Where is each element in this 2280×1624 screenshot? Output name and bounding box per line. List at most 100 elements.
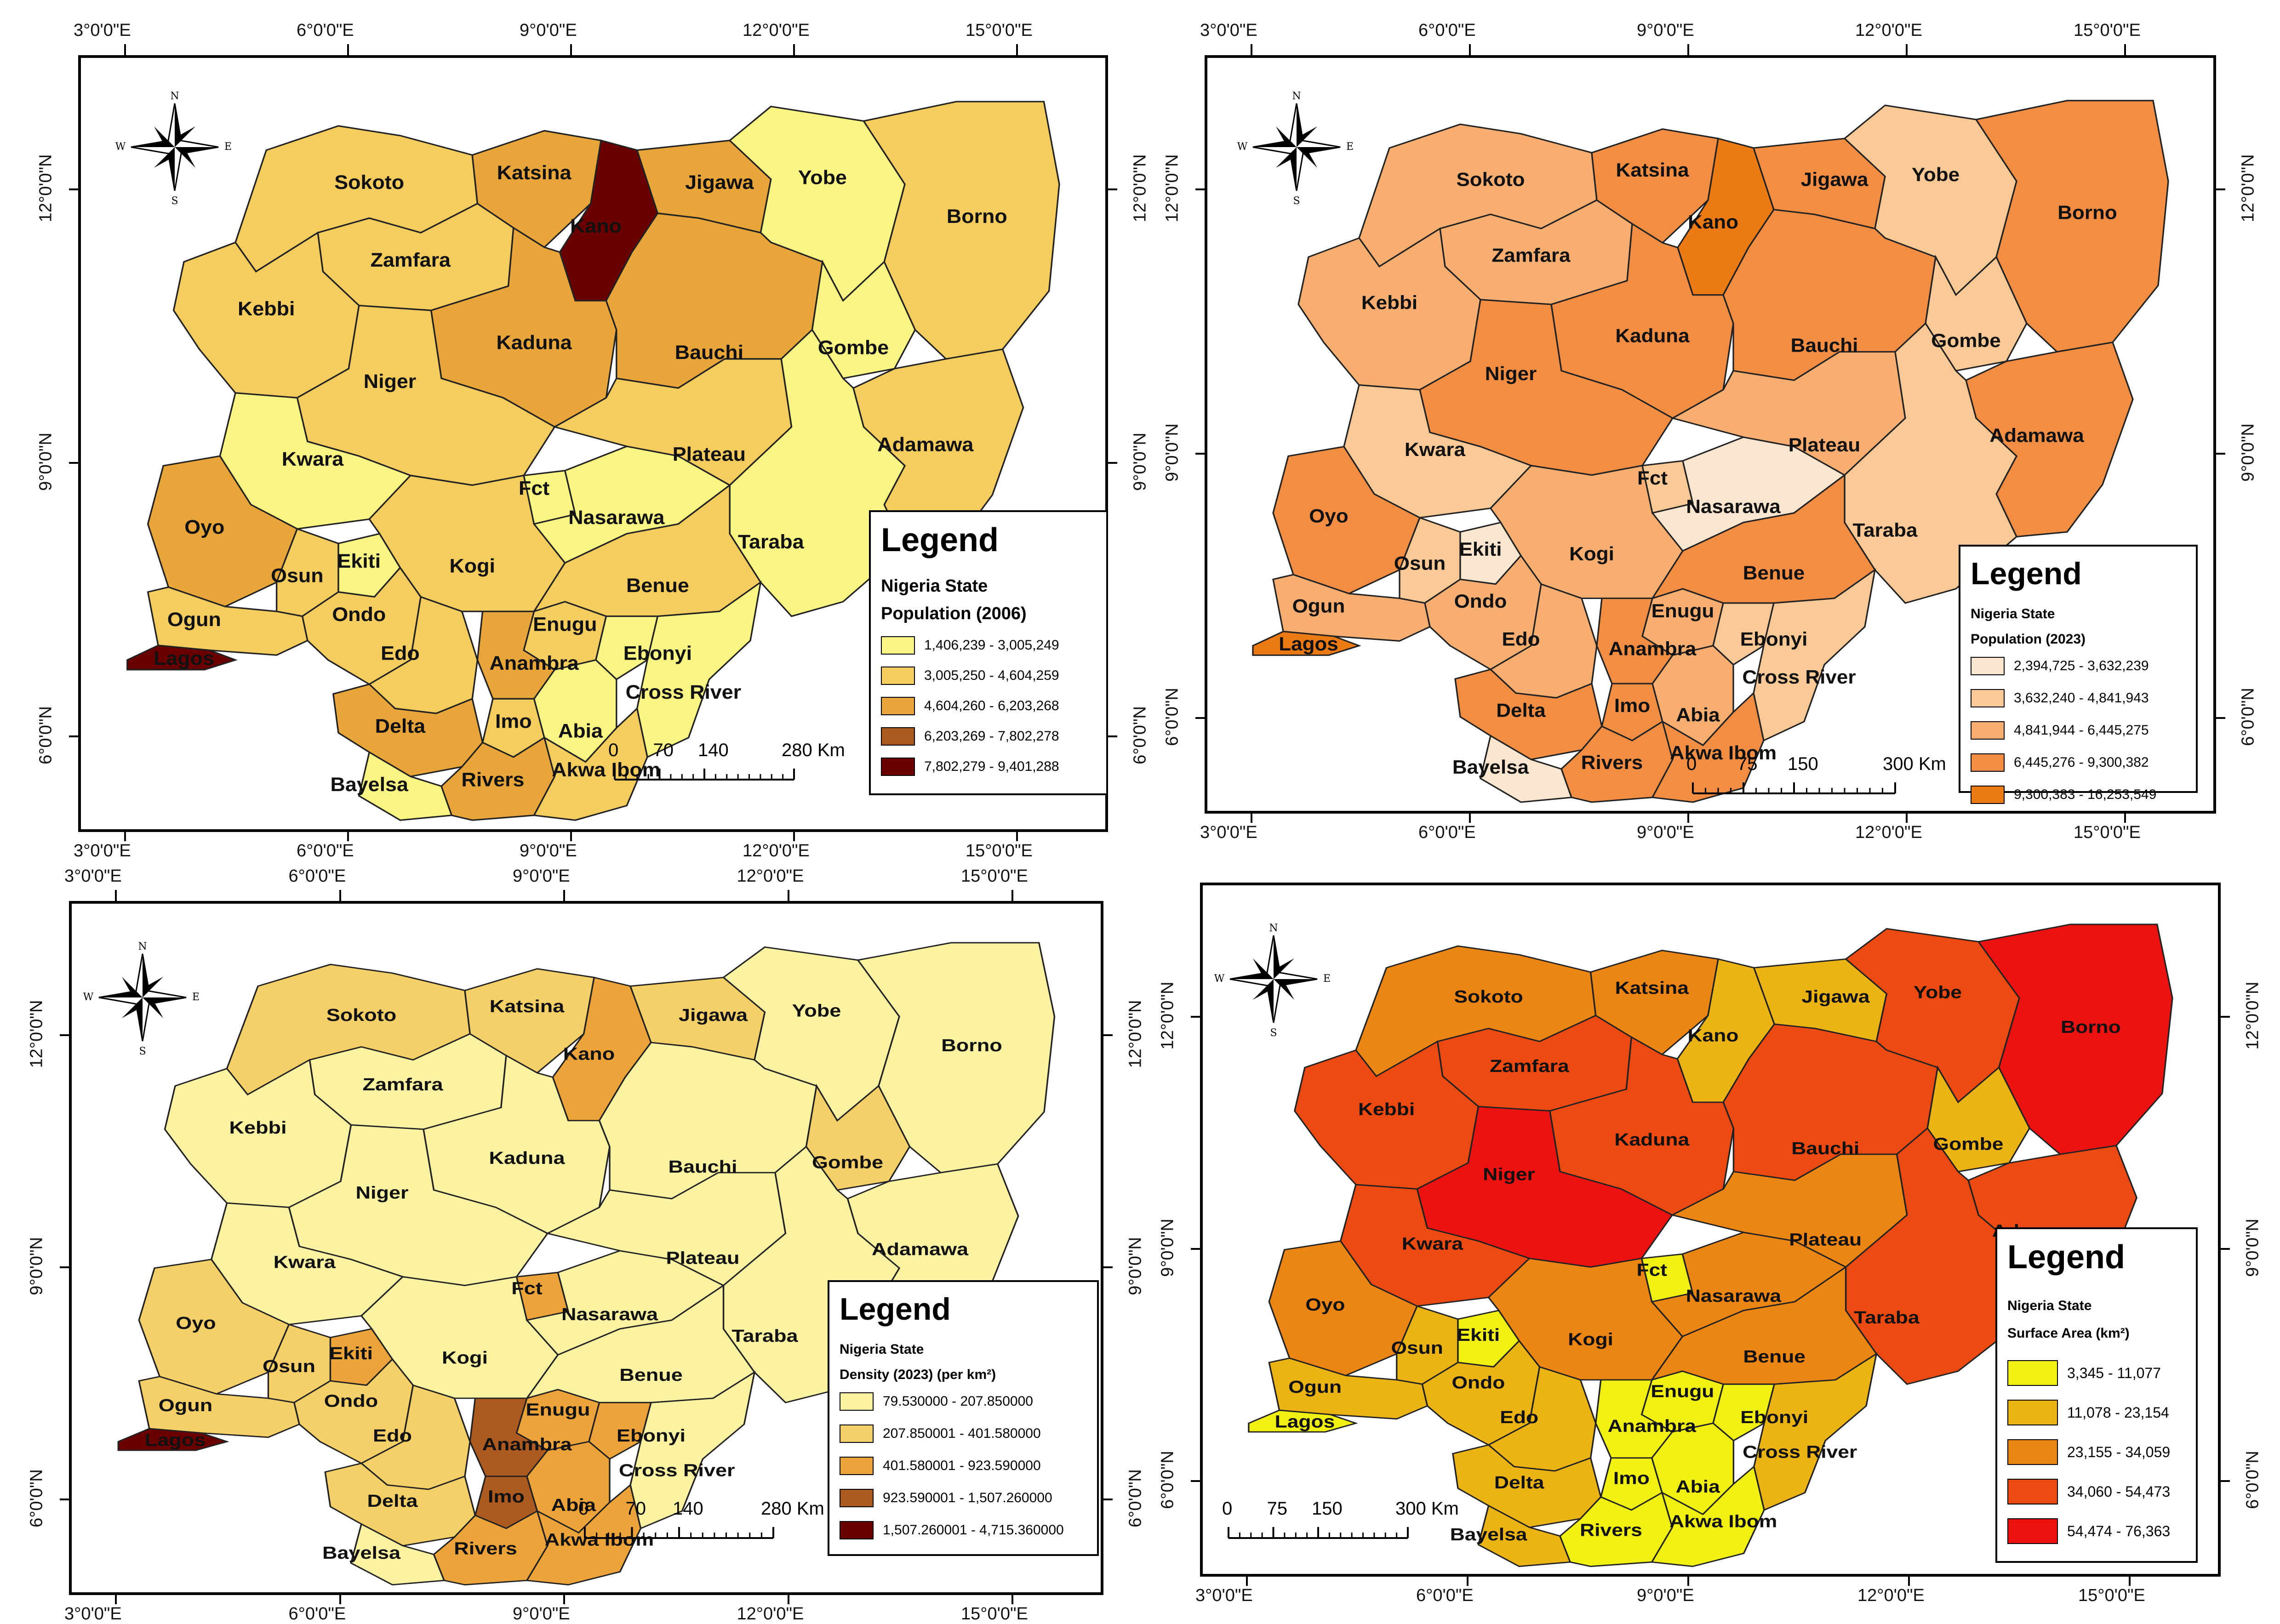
state-label-edo: Edo [381, 643, 420, 665]
scale-bar: 0 75 150 300 Km [1222, 1499, 1459, 1544]
state-label-nasarawa: Nasarawa [561, 1304, 658, 1324]
state-katsina [1591, 128, 1719, 244]
state-label-zamfara: Zamfara [371, 250, 451, 271]
state-label-lagos: Lagos [1275, 1412, 1335, 1431]
state-label-gombe: Gombe [1931, 330, 2001, 351]
north-arrow-n-label: N [138, 941, 147, 952]
state-label-ondo: Ondo [332, 604, 386, 626]
state-label-ogun: Ogun [159, 1396, 212, 1415]
legend-item-label: 2,394,725 - 3,632,239 [2014, 658, 2149, 673]
top-coord-label: 3°0'0"E [64, 866, 122, 886]
coord-tick [60, 1034, 69, 1036]
coord-tick [1251, 814, 1252, 823]
north-arrow-n-label: N [1292, 91, 1301, 102]
state-label-cross-river: Cross River [1743, 1442, 1857, 1462]
state-label-oyo: Oyo [176, 1313, 216, 1333]
bottom-coord-label: 3°0'0"E [64, 1604, 122, 1624]
state-label-ebonyi: Ebonyi [1740, 1407, 1808, 1427]
state-label-cross-river: Cross River [626, 682, 741, 703]
coord-tick [347, 44, 349, 55]
coord-tick [60, 1266, 69, 1268]
legend-item: 23,155 - 34,059 [2007, 1439, 2170, 1465]
top-coord-label: 12°0'0"E [1855, 21, 1922, 40]
legend-title: Population (2006) [881, 604, 1027, 623]
scale-bar-label: 0 [578, 1499, 589, 1519]
coord-tick [1103, 1499, 1113, 1500]
state-label-delta: Delta [1496, 700, 1546, 721]
state-label-ondo: Ondo [1451, 1373, 1505, 1392]
legend-swatch [881, 727, 915, 746]
bottom-coord-label: 15°0'0"E [2078, 1586, 2145, 1605]
state-label-osun: Osun [1394, 553, 1446, 574]
scale-bar-label: 150 [1312, 1499, 1343, 1519]
legend-title: Population (2023) [1971, 632, 2086, 647]
legend-heading: Legend [881, 522, 999, 558]
side-coord-label-left: 12°0'0"N [36, 154, 56, 222]
state-akwa-ibom [1651, 691, 1765, 803]
legend-subtitle: Nigeria State [881, 576, 988, 596]
coord-tick [793, 832, 795, 841]
coord-tick [570, 44, 572, 55]
coord-tick [1246, 1577, 1248, 1586]
state-label-kogi: Kogi [442, 1348, 488, 1368]
state-label-oyo: Oyo [1305, 1295, 1345, 1314]
side-coord-label-left: 9°0'0"N [1158, 1219, 1177, 1277]
legend-item-label: 23,155 - 34,059 [2067, 1443, 2171, 1460]
state-label-anambra: Anambra [1608, 1416, 1697, 1436]
coord-tick [2216, 717, 2225, 719]
state-label-fct: Fct [1637, 467, 1668, 489]
legend-item-label: 3,005,250 - 4,604,259 [924, 668, 1059, 683]
state-label-sokoto: Sokoto [334, 172, 404, 194]
state-label-edo: Edo [373, 1426, 412, 1446]
side-coord-label-left: 9°0'0"N [1162, 423, 1182, 482]
legend-item-label: 54,474 - 76,363 [2067, 1522, 2171, 1539]
state-label-enugu: Enugu [526, 1400, 590, 1419]
legend-swatch [1971, 689, 2005, 707]
state-label-kebbi: Kebbi [1358, 1100, 1415, 1119]
state-label-taraba: Taraba [1854, 1308, 1920, 1327]
state-label-oyo: Oyo [1309, 506, 1349, 527]
legend-item: 11,078 - 23,154 [2007, 1400, 2169, 1425]
top-coord-label: 9°0'0"E [1637, 21, 1694, 40]
state-label-niger: Niger [364, 371, 417, 393]
state-label-bayelsa: Bayelsa [1450, 1525, 1528, 1544]
state-label-akwa-ibom: Akwa Ibom [545, 1530, 654, 1550]
map-frame: Sokoto Zamfara Kebbi Katsina Kano Jigawa Yobe B… [78, 55, 1108, 832]
coord-tick [1103, 1266, 1113, 1268]
legend-item-label: 79.530000 - 207.850000 [883, 1394, 1033, 1409]
legend-swatch [1971, 721, 2005, 740]
side-coord-label-right: 12°0'0"N [2243, 981, 2263, 1050]
side-coord-label-right: 9°0'0"N [1126, 1237, 1145, 1295]
side-coord-label-right: 6°0'0"N [1130, 706, 1150, 764]
state-label-sokoto: Sokoto [1456, 169, 1525, 190]
top-coord-label: 12°0'0"E [743, 21, 810, 40]
bottom-coord-label: 15°0'0"E [966, 841, 1033, 860]
legend: Legend Nigeria State Surface Area (km²) 3,3… [1995, 1227, 2198, 1563]
legend-item-label: 4,841,944 - 6,445,275 [2014, 723, 2149, 738]
legend-item-label: 6,203,269 - 7,802,278 [924, 729, 1059, 744]
north-arrow-n-label: N [170, 91, 179, 102]
coord-tick [1011, 890, 1013, 901]
state-label-osun: Osun [1391, 1338, 1443, 1357]
top-coord-label: 12°0'0"E [737, 866, 804, 886]
state-label-benue: Benue [619, 1365, 682, 1385]
coord-tick [1908, 1577, 1910, 1586]
state-cross-river [1753, 568, 1876, 742]
north-arrow-s-label: S [1270, 1027, 1277, 1039]
state-label-jigawa: Jigawa [1801, 987, 1870, 1006]
state-label-ebonyi: Ebonyi [617, 1426, 686, 1446]
side-coord-label-left: 6°0'0"N [36, 706, 56, 764]
state-lagos [126, 644, 238, 671]
scale-bar-label: 75 [1737, 754, 1758, 774]
state-label-ondo: Ondo [324, 1391, 378, 1411]
legend-item: 3,632,240 - 4,841,943 [1971, 689, 2149, 707]
side-coord-label-left: 6°0'0"N [27, 1469, 46, 1527]
state-label-fct: Fct [1637, 1260, 1668, 1279]
legend-swatch [840, 1521, 874, 1539]
state-label-osun: Osun [263, 1356, 315, 1376]
state-label-rivers: Rivers [1580, 1521, 1642, 1540]
state-katsina [464, 968, 595, 1074]
state-akwa-ibom [533, 707, 648, 821]
state-label-taraba: Taraba [1853, 520, 1918, 541]
side-coord-label-right: 6°0'0"N [1126, 1469, 1145, 1527]
